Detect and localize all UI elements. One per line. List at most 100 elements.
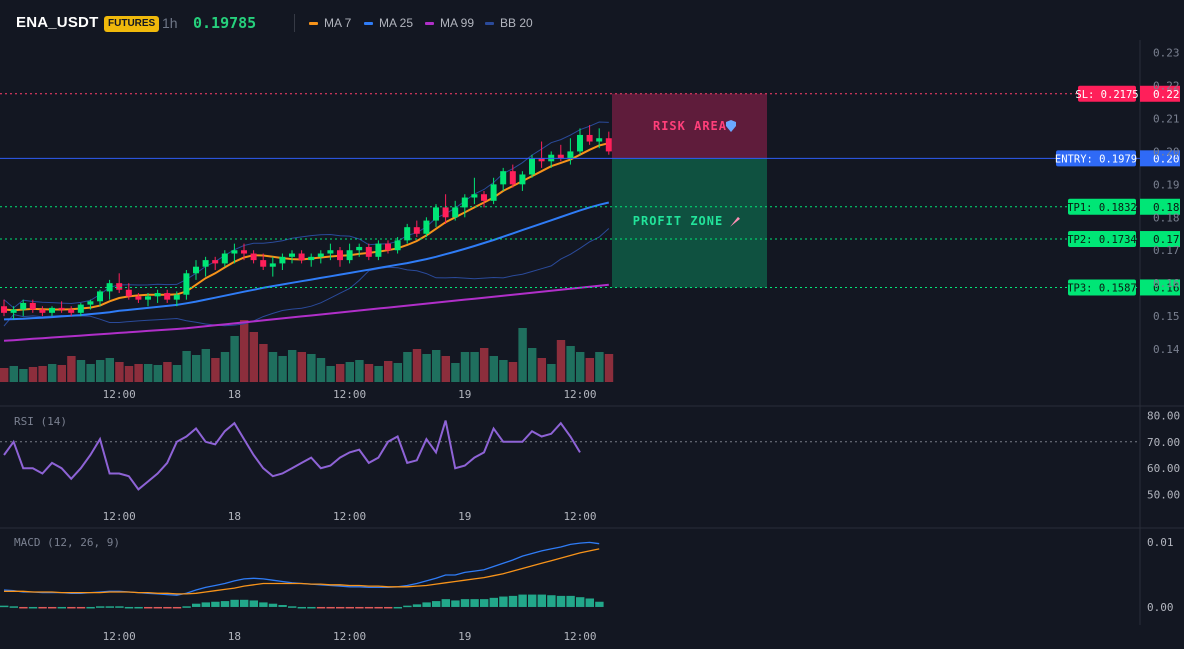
legend-swatch: [485, 21, 494, 25]
volume-bar: [211, 358, 220, 382]
rsi-tick-label: 60.00: [1147, 462, 1180, 475]
macd-histogram-bar: [489, 597, 498, 607]
macd-histogram-bar: [499, 596, 508, 607]
time-tick-label: 12:00: [103, 510, 136, 523]
macd-histogram-bar: [28, 606, 38, 609]
time-tick-label: 12:00: [333, 510, 366, 523]
rsi-title: RSI (14): [14, 415, 67, 428]
legend-ma7[interactable]: MA 7: [309, 16, 351, 30]
macd-histogram-bar: [278, 605, 287, 607]
timeframe-selector[interactable]: 1h: [162, 15, 178, 31]
candle-body: [135, 296, 142, 300]
candle-body: [221, 253, 228, 264]
macd-histogram-bar: [192, 603, 201, 607]
volume-bar: [105, 358, 114, 382]
candle-body: [298, 253, 305, 261]
macd-histogram-bar: [441, 599, 450, 607]
macd-histogram-bar: [211, 601, 220, 607]
legend-label: MA 7: [324, 16, 352, 30]
volume-bar: [403, 352, 412, 382]
macd-histogram-bar: [355, 606, 364, 609]
rsi-line: [3, 420, 581, 491]
candle-body: [125, 289, 132, 297]
volume-bar: [297, 352, 306, 382]
macd-histogram-bar: [470, 599, 479, 607]
candle-body: [461, 197, 468, 208]
candle-body: [337, 250, 343, 261]
volume-bar: [9, 366, 18, 382]
volume-bar: [134, 364, 143, 382]
trade-level-label: SL: 0.2175: [1075, 89, 1138, 101]
volume-bar: [508, 362, 518, 382]
price-tick-label: 0.20: [1153, 145, 1180, 158]
volume-bar: [172, 365, 182, 382]
macd-histogram-bar: [432, 601, 441, 607]
price-tick-label: 0.23: [1153, 47, 1180, 60]
candle-body: [385, 243, 391, 251]
volume-bar: [192, 355, 201, 382]
candle-body: [509, 171, 516, 185]
macd-histogram-bar: [566, 595, 575, 607]
candle-body: [538, 158, 545, 162]
volume-bar: [345, 362, 354, 382]
candlesticks[interactable]: [1, 125, 612, 320]
macd-histogram-bar: [585, 598, 594, 607]
candle-body: [413, 227, 420, 234]
bb-lower-line: [3, 228, 610, 327]
macd-histogram-bar: [105, 606, 114, 608]
trade-level-tag: [1068, 231, 1136, 248]
macd-histogram-bar: [182, 606, 191, 608]
candle-body: [183, 273, 190, 295]
candle-body: [452, 207, 459, 218]
candle-body: [557, 154, 564, 158]
price-tick-label: 0.22: [1153, 80, 1180, 93]
volume-bar: [441, 356, 450, 382]
candle-body: [164, 293, 171, 300]
legend-swatch: [364, 21, 373, 25]
macd-histogram-bar: [124, 606, 134, 609]
ma7-line: [3, 142, 610, 312]
macd-histogram-bar: [336, 606, 345, 609]
macd-histogram-bar: [508, 595, 518, 607]
macd-histogram-bar: [364, 606, 374, 609]
candle-body: [596, 138, 603, 142]
rocket-icon: [730, 216, 740, 227]
candle-body: [241, 250, 247, 254]
candle-body: [260, 260, 267, 267]
legend-label: BB 20: [500, 16, 533, 30]
price-axis[interactable]: 0.23 0.22 0.21 0.20 0.19 0.18 0.17 0.16 0.15 0.14: [1153, 47, 1180, 356]
macd-histogram-bar: [86, 606, 95, 609]
macd-histogram-bar: [288, 606, 297, 608]
macd-histogram-bar: [76, 606, 86, 609]
volume-bar: [278, 356, 287, 382]
legend-ma25[interactable]: MA 25: [364, 16, 413, 30]
candle-body: [116, 283, 123, 290]
price-tick-label: 0.19: [1153, 178, 1180, 191]
time-tick-label: 12:00: [333, 388, 366, 401]
legend-ma99[interactable]: MA 99: [425, 16, 474, 30]
axis-price-tag: [1140, 231, 1180, 248]
price-grid: [0, 40, 1184, 625]
macd-histogram-bar: [556, 595, 566, 607]
candle-body: [289, 253, 295, 257]
candle-body: [442, 207, 449, 218]
macd-histogram-bar: [374, 606, 383, 609]
macd-histogram-bar: [163, 606, 172, 609]
symbol-name[interactable]: ENA_USDT: [16, 14, 99, 31]
time-tick-label: 12:00: [103, 388, 136, 401]
macd-histogram-bar: [345, 606, 354, 609]
price-tick-label: 0.16: [1153, 277, 1180, 290]
volume-bar: [48, 364, 57, 382]
macd-pane[interactable]: 0.01 0.00: [0, 536, 1174, 614]
macd-signal-line: [4, 548, 600, 595]
volume-bar: [38, 366, 47, 382]
candle-body: [500, 171, 507, 185]
time-axis[interactable]: 12:00 18 12:00 19 12:00 12:00 18 12:00 19 12:00 12…: [103, 388, 597, 643]
legend-bb20[interactable]: BB 20: [485, 16, 533, 30]
macd-histogram-bar: [153, 606, 162, 609]
candle-body: [279, 256, 286, 264]
rsi-pane[interactable]: 80.00 70.00 60.00 50.00: [0, 409, 1180, 502]
candle-body: [1, 306, 7, 313]
volume-bar: [163, 362, 172, 382]
